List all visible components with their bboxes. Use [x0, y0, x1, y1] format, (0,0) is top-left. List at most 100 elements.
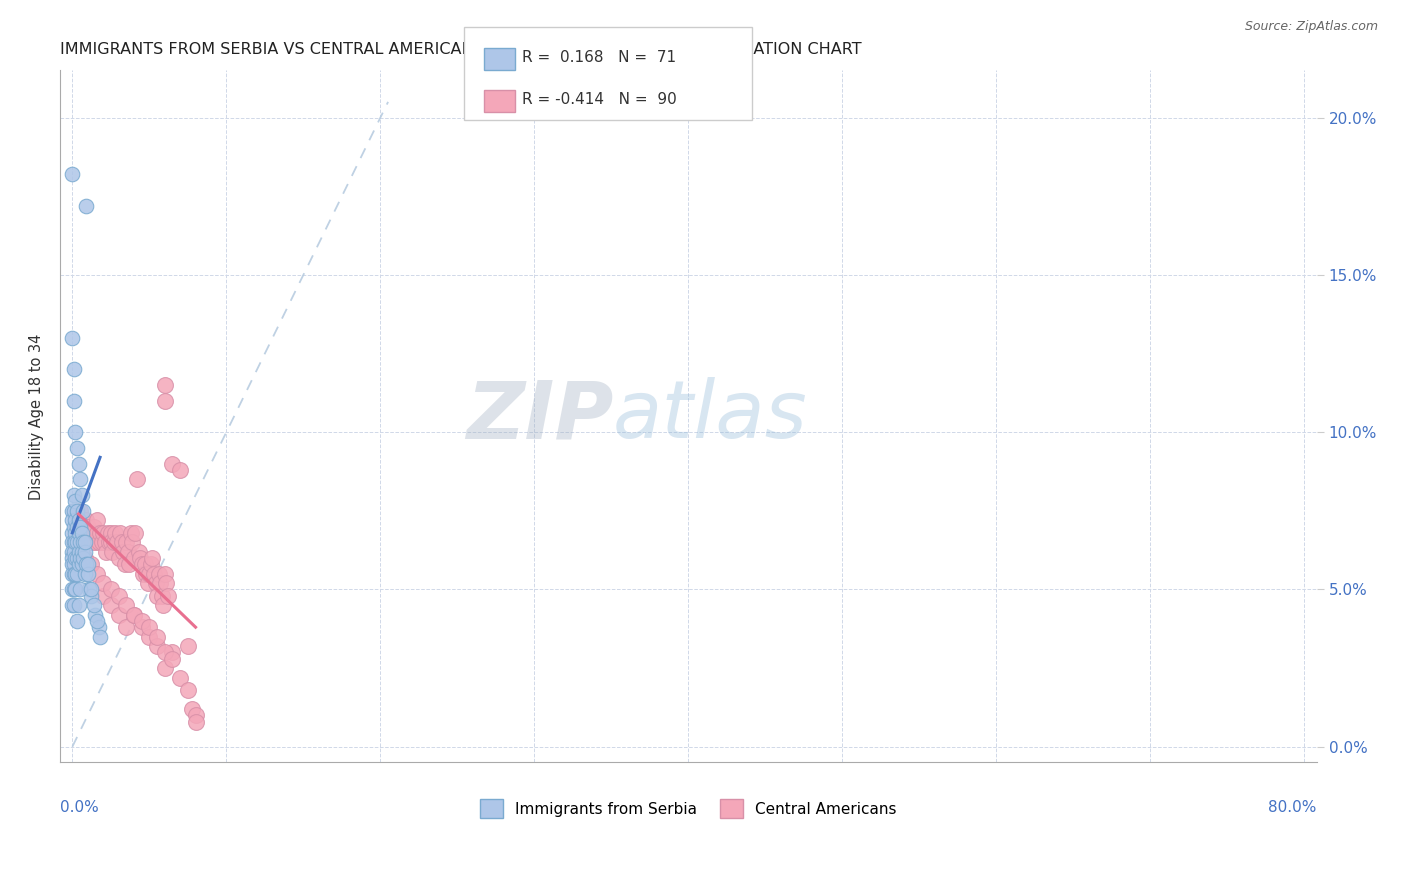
Point — [169, 463, 191, 477]
Point — [100, 582, 122, 597]
Point — [153, 393, 176, 408]
Point — [65, 551, 87, 566]
Point — [69, 535, 91, 549]
Point — [72, 504, 94, 518]
Point — [91, 576, 114, 591]
Point — [153, 378, 176, 392]
Point — [70, 558, 93, 572]
Point — [79, 582, 101, 597]
Point — [69, 472, 91, 486]
Point — [146, 589, 169, 603]
Point — [73, 544, 96, 558]
Point — [65, 425, 87, 439]
Point — [79, 525, 101, 540]
Point — [69, 551, 91, 566]
Text: IMMIGRANTS FROM SERBIA VS CENTRAL AMERICAN DISABILITY AGE 18 TO 34 CORRELATION C: IMMIGRANTS FROM SERBIA VS CENTRAL AMERIC… — [60, 42, 862, 57]
Point — [96, 544, 118, 558]
Point — [66, 614, 89, 628]
Point — [145, 576, 167, 591]
Point — [67, 457, 90, 471]
Point — [83, 598, 105, 612]
Point — [60, 582, 83, 597]
Point — [162, 651, 184, 665]
Point — [63, 535, 86, 549]
Point — [76, 519, 98, 533]
Point — [65, 525, 87, 540]
Point — [177, 683, 200, 698]
Point — [121, 535, 143, 549]
Point — [86, 566, 108, 581]
Point — [128, 544, 150, 558]
Point — [70, 513, 93, 527]
Point — [150, 589, 173, 603]
Point — [66, 551, 89, 566]
Point — [100, 535, 122, 549]
Point — [155, 576, 177, 591]
Point — [103, 535, 125, 549]
Point — [66, 441, 89, 455]
Point — [93, 535, 115, 549]
Point — [162, 645, 184, 659]
Y-axis label: Disability Age 18 to 34: Disability Age 18 to 34 — [30, 334, 44, 500]
Text: 0.0%: 0.0% — [60, 800, 98, 815]
Text: Source: ZipAtlas.com: Source: ZipAtlas.com — [1244, 20, 1378, 33]
Point — [80, 558, 103, 572]
Point — [65, 582, 87, 597]
Point — [86, 525, 108, 540]
Point — [67, 558, 90, 572]
Point — [72, 519, 94, 533]
Point — [67, 544, 90, 558]
Legend: Immigrants from Serbia, Central Americans: Immigrants from Serbia, Central American… — [474, 793, 903, 824]
Point — [91, 589, 114, 603]
Point — [156, 589, 179, 603]
Point — [60, 544, 83, 558]
Point — [69, 582, 91, 597]
Point — [67, 598, 90, 612]
Point — [65, 513, 87, 527]
Point — [122, 607, 145, 622]
Point — [72, 551, 94, 566]
Point — [66, 535, 89, 549]
Point — [63, 519, 86, 533]
Point — [107, 551, 129, 566]
Point — [115, 620, 138, 634]
Text: ZIP: ZIP — [465, 377, 613, 456]
Point — [82, 525, 104, 540]
Point — [111, 535, 134, 549]
Point — [65, 535, 87, 549]
Point — [181, 702, 204, 716]
Point — [75, 513, 97, 527]
Point — [86, 614, 108, 628]
Point — [73, 551, 96, 566]
Point — [63, 558, 86, 572]
Point — [60, 566, 83, 581]
Point — [146, 639, 169, 653]
Point — [87, 535, 110, 549]
Point — [75, 558, 97, 572]
Point — [125, 472, 148, 486]
Point — [83, 519, 105, 533]
Point — [60, 535, 83, 549]
Point — [105, 535, 128, 549]
Point — [153, 661, 176, 675]
Point — [118, 558, 141, 572]
Point — [134, 558, 156, 572]
Point — [66, 566, 89, 581]
Point — [60, 513, 83, 527]
Point — [84, 607, 107, 622]
Point — [114, 558, 136, 572]
Point — [138, 620, 160, 634]
Point — [143, 566, 166, 581]
Point — [66, 504, 89, 518]
Point — [131, 614, 153, 628]
Point — [136, 576, 159, 591]
Point — [63, 362, 86, 376]
Text: 80.0%: 80.0% — [1268, 800, 1317, 815]
Point — [65, 566, 87, 581]
Point — [153, 566, 176, 581]
Point — [169, 671, 191, 685]
Point — [76, 566, 98, 581]
Point — [135, 566, 157, 581]
Text: R =  0.168   N =  71: R = 0.168 N = 71 — [522, 51, 676, 65]
Point — [100, 525, 122, 540]
